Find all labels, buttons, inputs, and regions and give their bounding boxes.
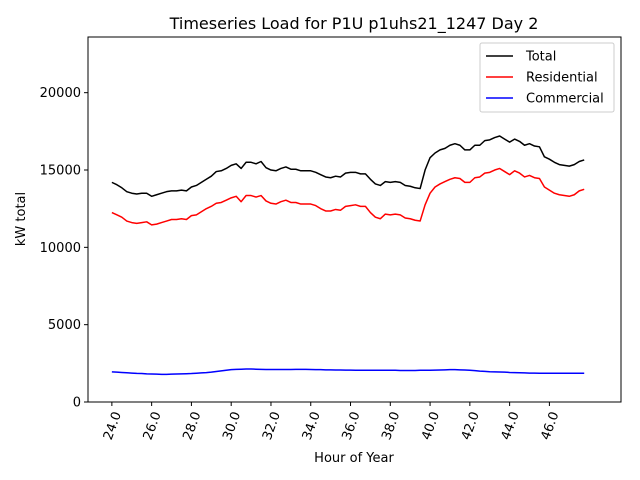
- legend-label-residential: Residential: [526, 71, 598, 86]
- legend-label-commercial: Commercial: [526, 92, 604, 107]
- series-line-commercial: [111, 368, 585, 376]
- plot-area: [111, 135, 585, 376]
- y-axis-label: kW total: [14, 192, 29, 246]
- series-line-residential: [111, 167, 585, 226]
- series-line-total: [111, 135, 585, 198]
- chart-title: Timeseries Load for P1U p1uhs21_1247 Day…: [169, 14, 539, 34]
- y-tick-label: 5000: [48, 318, 81, 333]
- y-tick-label: 15000: [40, 164, 81, 179]
- axes-frame: [87, 36, 622, 403]
- y-tick-label: 0: [73, 396, 81, 411]
- y-tick-label: 10000: [40, 241, 81, 256]
- y-tick-label: 20000: [40, 86, 81, 101]
- legend-label-total: Total: [525, 50, 556, 65]
- y-axis-ticks: 0 5000 10000 15000 20000: [40, 86, 88, 411]
- legend-box: [479, 42, 615, 113]
- legend: Total Residential Commercial: [479, 42, 615, 113]
- x-axis-label: Hour of Year: [314, 451, 394, 466]
